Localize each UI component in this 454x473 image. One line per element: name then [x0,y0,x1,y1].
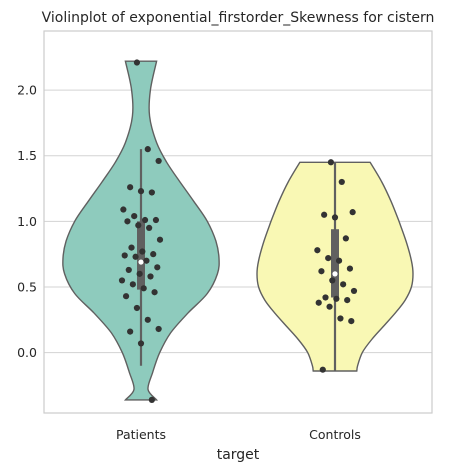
x-tick-label: Patients [116,427,166,442]
iqr-box-patients [137,221,145,290]
data-point [140,285,147,292]
axes: 0.0 0.5 1.0 1.5 2.0 Patients Controls [17,83,361,442]
data-point [122,293,130,300]
data-point [319,366,326,373]
data-point [135,222,142,229]
median-patients [138,259,144,265]
median-controls [332,271,338,277]
data-point [120,206,127,213]
data-point [118,277,126,284]
data-point [333,295,340,302]
data-point [129,281,136,288]
data-point [127,184,134,191]
data-point [144,316,151,323]
data-point [329,277,336,284]
data-point [124,218,131,225]
data-point [155,325,162,333]
data-point [144,146,151,153]
data-point [338,178,345,186]
data-point [342,235,349,242]
data-point [321,211,328,218]
data-point [133,59,141,66]
data-point [154,264,161,271]
plot-frame [43,30,433,414]
data-point [125,266,132,274]
y-tick-label: 1.0 [17,214,37,229]
data-point [348,318,355,325]
data-point [340,281,347,288]
y-tick-label: 1.5 [17,148,37,163]
x-tick-label: Controls [309,427,361,442]
data-point [327,159,335,166]
inner-boxplots [137,149,339,371]
data-point [350,287,358,295]
data-point [152,216,160,224]
data-point [151,289,158,296]
y-tick-label: 0.0 [17,345,37,360]
data-point [131,212,138,220]
data-point [150,251,157,258]
data-point [143,257,150,264]
data-point [136,270,143,277]
y-tick-label: 0.5 [17,279,37,294]
data-point [314,247,321,254]
data-point [146,224,153,232]
data-point [128,244,135,251]
data-point [335,257,343,264]
data-point [148,396,155,403]
data-point [155,157,162,165]
iqr-box-controls [331,229,339,298]
data-point [156,236,164,243]
data-point [133,304,141,312]
chart-title: Violinplot of exponential_firstorder_Ske… [42,10,435,26]
data-point [315,299,322,306]
data-point [346,265,354,272]
data-point [127,328,134,335]
data-point [331,214,339,221]
data-point [137,188,145,195]
x-axis-label: target [217,447,260,463]
data-point [141,216,149,224]
violins [62,60,414,401]
y-tick-label: 2.0 [17,83,37,98]
data-point [344,297,351,304]
data-point [139,248,146,255]
data-point [318,268,325,275]
data-point [132,253,139,260]
data-point [147,273,154,280]
data-point [148,189,155,196]
strip-points [118,59,358,403]
data-point [322,294,329,301]
data-point [137,340,145,347]
data-point [326,303,333,310]
data-point [121,252,128,259]
data-point [325,254,332,262]
data-point [337,315,344,322]
data-point [349,209,356,216]
